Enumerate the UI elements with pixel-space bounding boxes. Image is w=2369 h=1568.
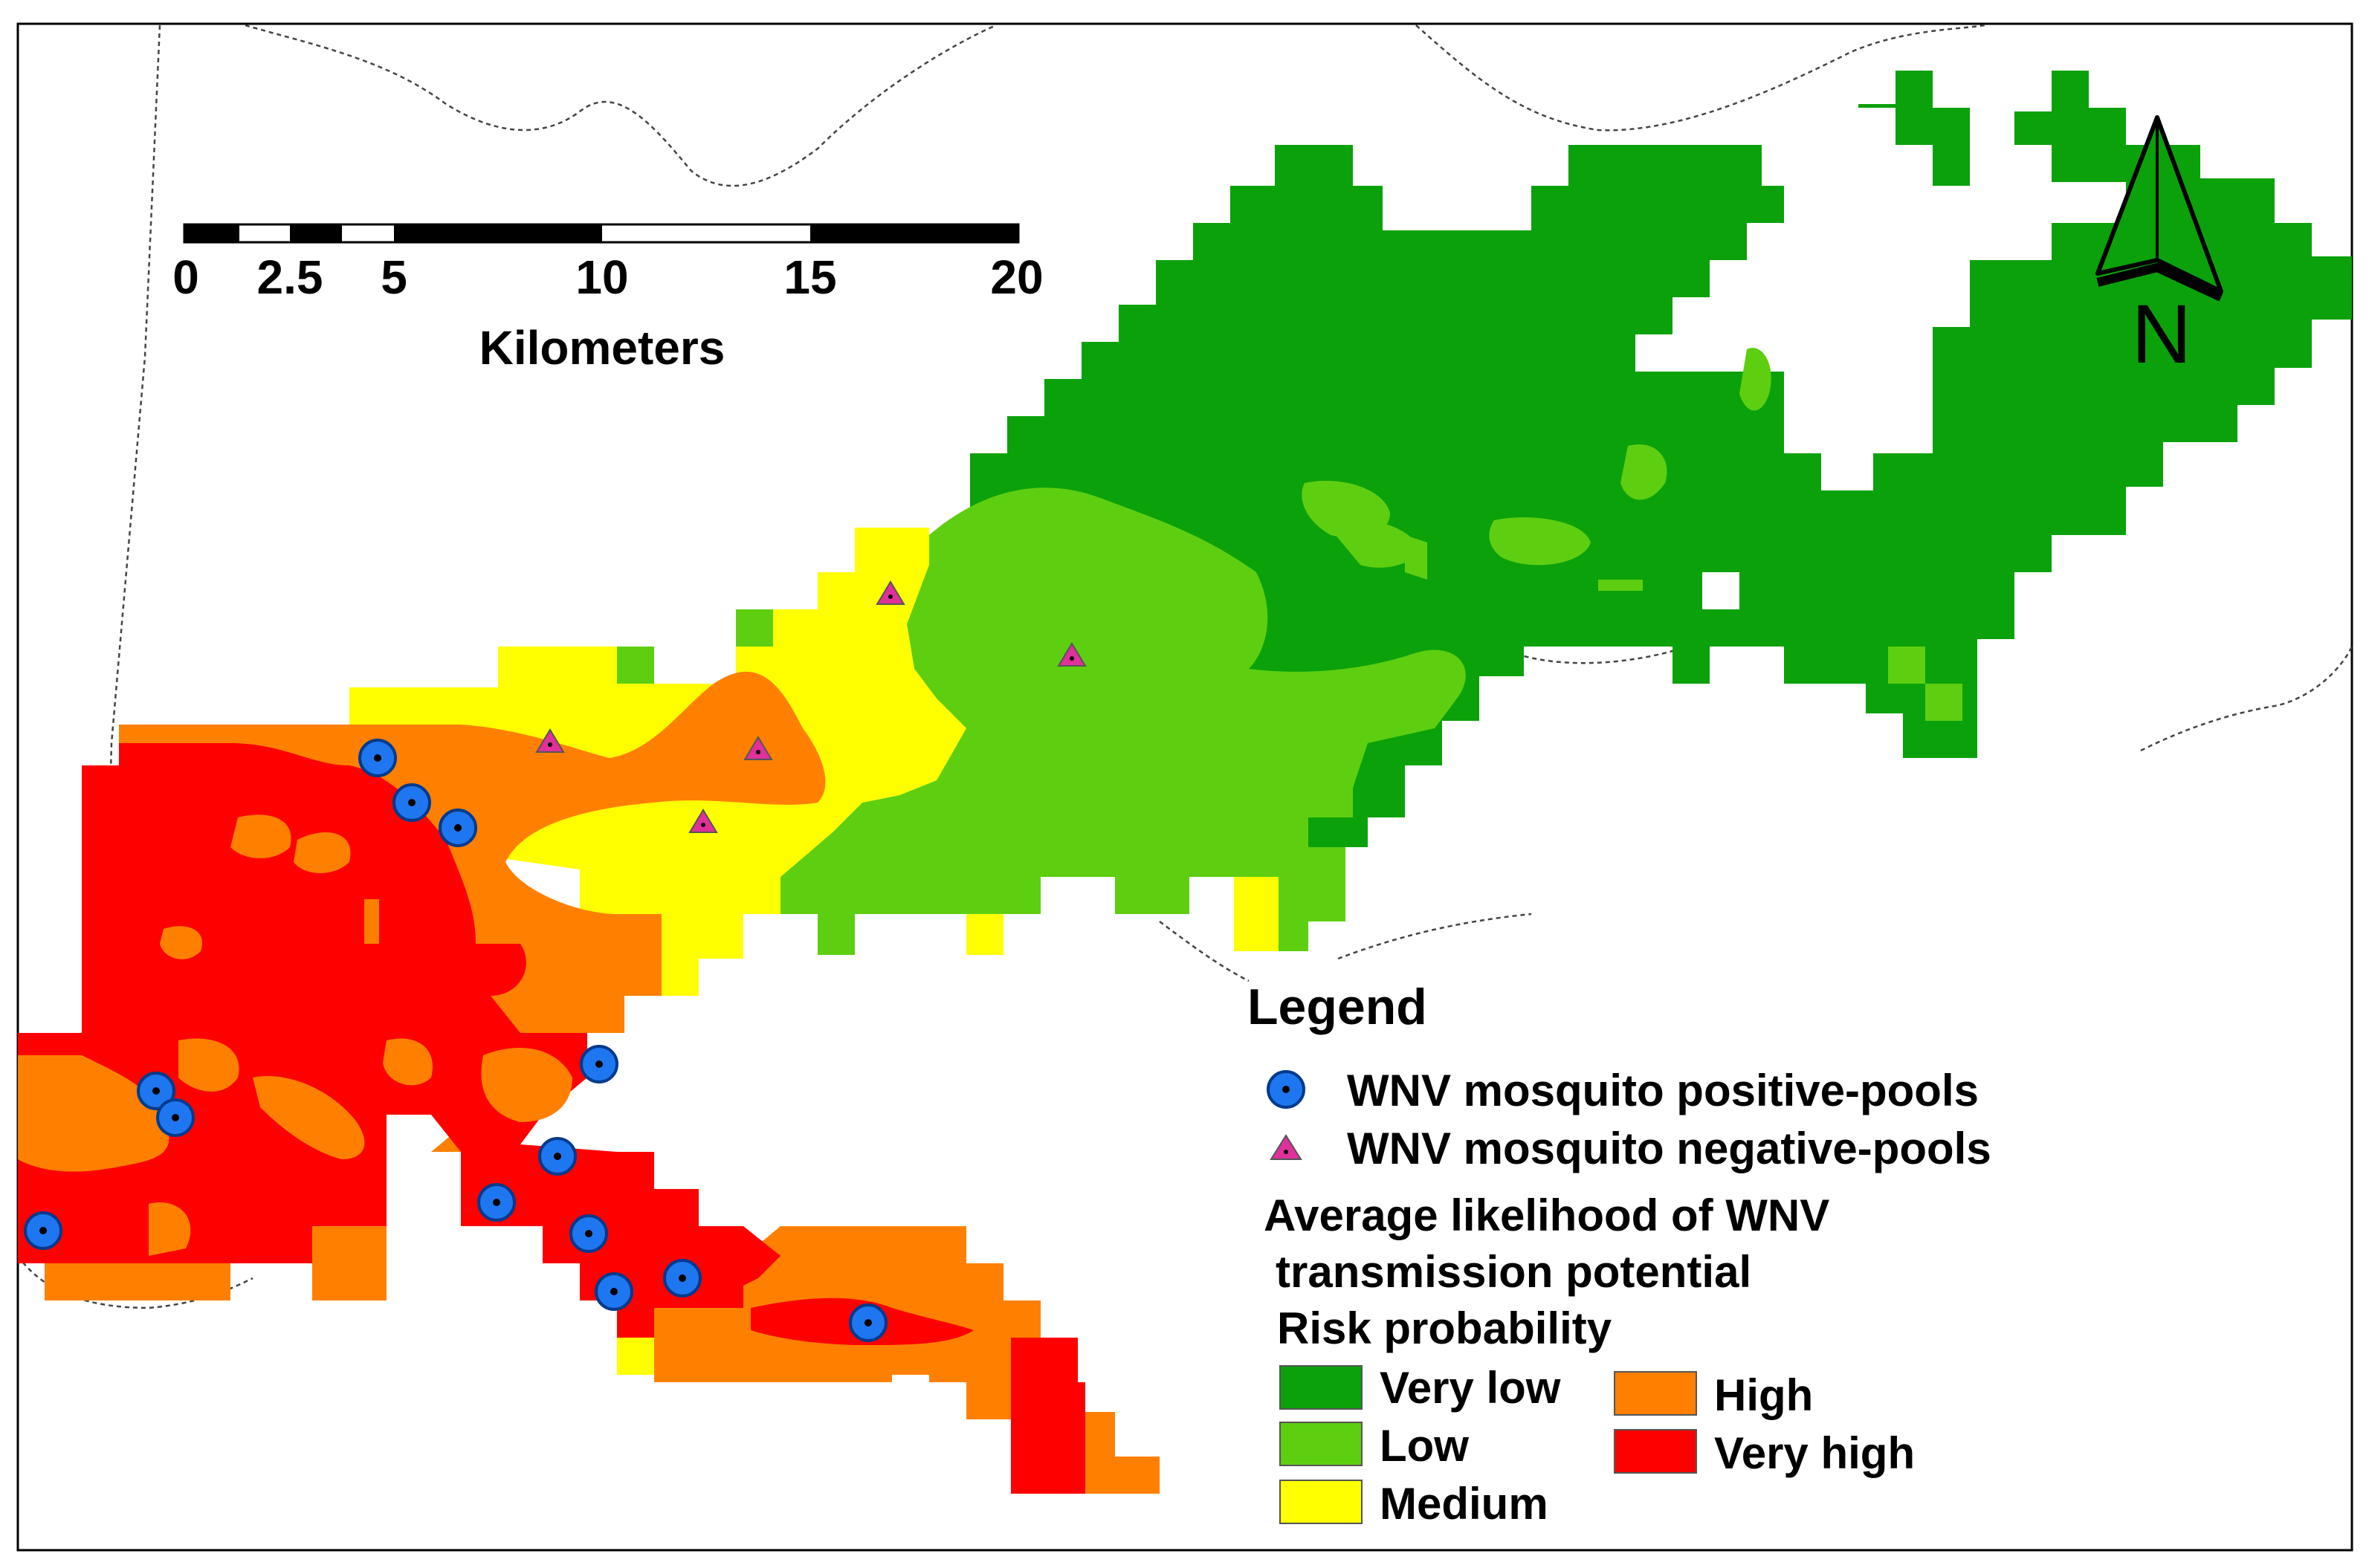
positive-pool-marker xyxy=(569,1214,608,1253)
positive-pool-marker xyxy=(477,1183,516,1222)
positive-pool-marker xyxy=(156,1098,195,1137)
legend-class-label: Medium xyxy=(1380,1479,1548,1529)
scale-unit-label: Kilometers xyxy=(479,321,725,375)
scale-tick-label: 5 xyxy=(381,250,407,304)
negative-pool-markers xyxy=(535,580,1087,833)
zone-high-islands xyxy=(149,814,572,1256)
legend-swatch-very-low xyxy=(1279,1365,1363,1410)
scale-tick-label: 15 xyxy=(783,250,836,304)
scale-tick-label: 2.5 xyxy=(257,250,323,304)
positive-pool-marker xyxy=(392,783,431,822)
legend-negative-icon xyxy=(1270,1134,1302,1160)
legend-subtitle-line: Average likelihood of WNV xyxy=(1264,1190,1829,1240)
legend-swatch-low xyxy=(1279,1422,1363,1466)
legend-class-label: Low xyxy=(1380,1421,1469,1471)
positive-pool-marker xyxy=(358,739,397,777)
legend-class-label: High xyxy=(1714,1370,1813,1420)
positive-pool-markers xyxy=(24,739,888,1342)
positive-pool-marker xyxy=(849,1303,888,1342)
north-label: N xyxy=(2132,288,2192,380)
positive-pool-marker xyxy=(439,809,477,847)
positive-pool-marker xyxy=(580,1045,618,1083)
legend-negative-label: WNV mosquito negative-pools xyxy=(1347,1124,1991,1173)
positive-pool-marker xyxy=(663,1259,702,1298)
legend-subtitle-line: Risk probability xyxy=(1277,1303,1612,1353)
legend-class-label: Very high xyxy=(1714,1428,1915,1478)
scale-bar: 0 2.5 5 10 15 20 Kilometers xyxy=(172,223,1044,375)
zone-low xyxy=(505,348,1962,955)
legend: Legend WNV mosquito positive-pools WNV m… xyxy=(1247,979,1991,1529)
legend-positive-icon xyxy=(1267,1070,1305,1109)
positive-pool-marker xyxy=(595,1272,633,1311)
negative-pool-marker xyxy=(876,580,905,605)
legend-subtitle-line: transmission potential xyxy=(1276,1247,1751,1297)
legend-positive-label: WNV mosquito positive-pools xyxy=(1347,1066,1979,1115)
legend-swatch-high xyxy=(1614,1371,1697,1416)
north-arrow-icon: N xyxy=(2095,115,2223,380)
legend-class-label: Very low xyxy=(1380,1363,1561,1413)
legend-title: Legend xyxy=(1247,979,1427,1035)
positive-pool-marker xyxy=(137,1072,175,1110)
negative-pool-marker xyxy=(688,809,718,833)
scale-tick-label: 0 xyxy=(172,250,199,304)
negative-pool-centers xyxy=(548,595,1074,827)
scale-tick-label: 20 xyxy=(990,250,1043,304)
negative-pool-marker xyxy=(743,736,773,760)
negative-pool-marker xyxy=(535,728,565,753)
positive-pool-marker xyxy=(538,1137,577,1176)
negative-pool-marker xyxy=(1057,642,1087,667)
scale-tick-label: 10 xyxy=(575,250,628,304)
legend-swatch-very-high xyxy=(1614,1429,1697,1474)
legend-swatch-medium xyxy=(1279,1480,1363,1524)
positive-pool-marker xyxy=(24,1211,62,1250)
